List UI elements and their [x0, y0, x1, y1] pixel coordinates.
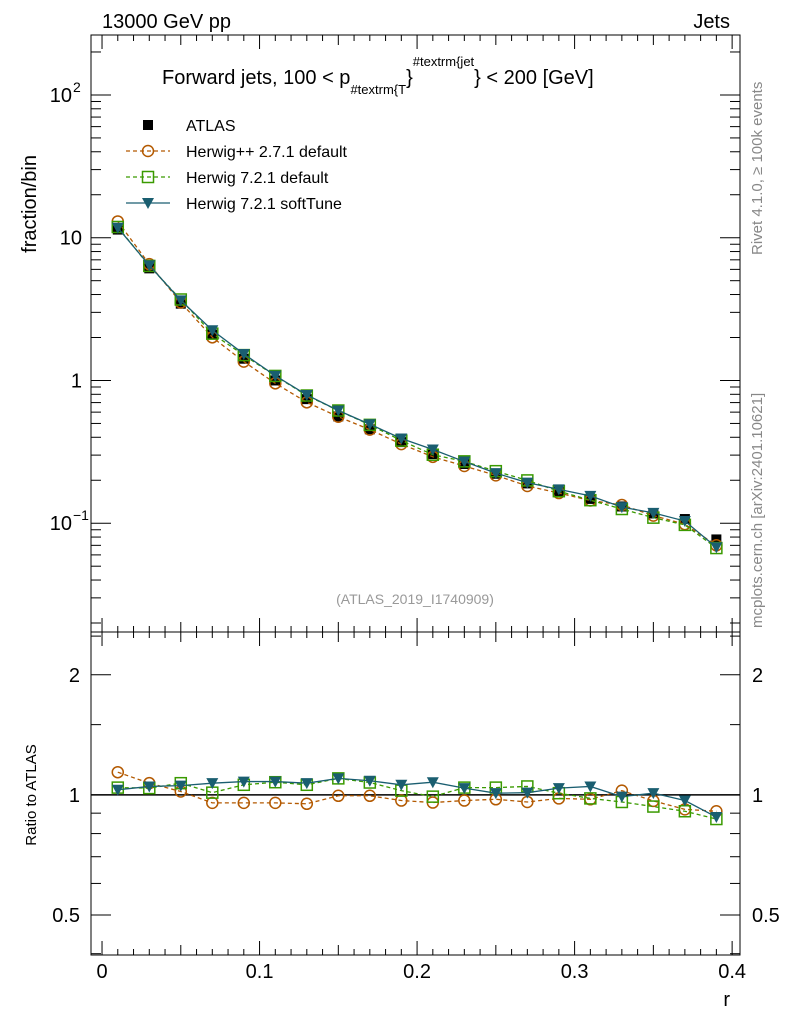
ratio-tick-label-left: 0.5: [52, 905, 80, 927]
ratio-point-herwig-7-2-1-default: [647, 800, 660, 813]
mcplots-label: mcplots.cern.ch [arXiv:2401.10621]: [749, 393, 766, 628]
legend-marker: [142, 198, 154, 209]
data-point-herwig-7-2-1-softtune: [615, 502, 628, 514]
ratio-point-herwig-7-2-1-softtune: [237, 776, 250, 788]
title-brace: }: [406, 67, 413, 89]
ratio-point-herwig-7-2-1-default: [426, 790, 440, 803]
ratio-tick-label-right: 2: [752, 665, 763, 687]
title-main: Forward jets, 100 < p: [162, 67, 350, 89]
ratio-tick-label-left: 2: [69, 665, 80, 687]
series-line-herwig-2-7-1-default: [117, 221, 717, 546]
y-tick-label: 1: [71, 370, 82, 392]
legend-marker: [143, 120, 153, 130]
data-point-herwig-7-2-1-softtune: [206, 325, 219, 337]
data-point-herwig-7-2-1-softtune: [395, 433, 408, 445]
ratio-line-herwig-7-2-1-softtune: [117, 777, 717, 818]
ratio-tick-label-right: 0.5: [752, 905, 780, 927]
ratio-point-herwig-7-2-1-softtune: [332, 773, 345, 785]
y-axis-label: fraction/bin: [19, 155, 41, 253]
y-tick-exponent: −1: [73, 507, 89, 523]
data-point-herwig-7-2-1-softtune: [678, 516, 691, 528]
y-tick-label: 10: [60, 228, 82, 250]
header-left: 13000 GeV pp: [102, 11, 231, 33]
ratio-tick-label-right: 1: [752, 785, 763, 807]
legend-label: Herwig 7.2.1 default: [186, 170, 329, 187]
ratio-point-herwig-7-2-1-softtune: [710, 812, 723, 824]
title-superscript: #textrm{jet: [413, 54, 475, 69]
x-tick-label: 0.3: [561, 961, 589, 983]
header-right: Jets: [693, 11, 730, 33]
ratio-point-herwig-2-7-1-default: [363, 789, 377, 803]
series-line-herwig-7-2-1-softtune: [117, 227, 717, 548]
data-point-herwig-7-2-1-softtune: [300, 389, 313, 401]
ratio-point-herwig-2-7-1-default: [237, 796, 251, 810]
ratio-point-herwig-7-2-1-softtune: [489, 788, 502, 800]
data-point-herwig-7-2-1-softtune: [647, 507, 660, 519]
ratio-frame: [90, 631, 741, 956]
ratio-point-herwig-7-2-1-softtune: [269, 776, 282, 788]
ratio-point-herwig-7-2-1-softtune: [426, 777, 439, 789]
ratio-point-herwig-7-2-1-softtune: [111, 784, 124, 796]
y-tick-label: 10: [50, 85, 72, 107]
ratio-point-herwig-7-2-1-softtune: [647, 788, 660, 800]
title-end: } < 200 [GeV]: [474, 67, 594, 89]
data-point-herwig-7-2-1-softtune: [521, 477, 534, 489]
watermark: (ATLAS_2019_I1740909): [336, 591, 494, 607]
ratio-point-herwig-7-2-1-softtune: [143, 781, 156, 793]
ratio-y-axis-label: Ratio to ATLAS: [23, 744, 40, 845]
data-point-herwig-7-2-1-softtune: [143, 260, 156, 272]
x-tick-label: 0.2: [403, 961, 431, 983]
ratio-point-herwig-7-2-1-softtune: [552, 783, 565, 795]
ratio-point-herwig-2-7-1-default: [269, 796, 282, 810]
y-tick-exponent: 2: [73, 79, 81, 95]
x-axis-label: r: [723, 989, 730, 1011]
legend-marker: [141, 170, 155, 184]
ratio-point-herwig-7-2-1-softtune: [678, 795, 691, 807]
y-tick-label: 10: [50, 513, 72, 535]
data-point-herwig-7-2-1-softtune: [710, 542, 723, 554]
x-tick-label: 0: [96, 961, 107, 983]
svg-text:Forward jets, 100 < p#textrm{T: Forward jets, 100 < p#textrm{T}#textrm{j…: [162, 54, 594, 97]
ratio-point-herwig-2-7-1-default: [300, 797, 314, 811]
ratio-point-herwig-7-2-1-softtune: [174, 780, 187, 792]
ratio-point-herwig-7-2-1-softtune: [363, 775, 376, 787]
legend-label: Herwig 7.2.1 softTune: [186, 196, 342, 213]
data-point-herwig-7-2-1-softtune: [584, 490, 597, 502]
ratio-tick-label-left: 1: [69, 785, 80, 807]
legend-label: Herwig++ 2.7.1 default: [186, 144, 348, 161]
legend-label: ATLAS: [186, 118, 236, 135]
rivet-label: Rivet 4.1.0, ≥ 100k events: [749, 82, 766, 255]
ratio-point-herwig-7-2-1-softtune: [458, 783, 471, 795]
ratio-point-herwig-7-2-1-default: [584, 792, 597, 805]
ratio-point-herwig-7-2-1-softtune: [521, 787, 534, 799]
ratio-point-herwig-2-7-1-default: [395, 794, 408, 807]
data-point-herwig-7-2-1-softtune: [363, 419, 376, 431]
ratio-point-herwig-7-2-1-softtune: [395, 779, 408, 791]
data-point-herwig-7-2-1-softtune: [237, 348, 250, 360]
x-tick-label: 0.4: [718, 961, 746, 983]
ratio-point-herwig-7-2-1-softtune: [584, 781, 597, 793]
legend-marker: [141, 144, 155, 158]
data-point-herwig-7-2-1-softtune: [489, 468, 502, 480]
ratio-point-herwig-7-2-1-softtune: [300, 778, 313, 790]
ratio-point-herwig-2-7-1-default: [206, 796, 219, 810]
data-point-herwig-7-2-1-softtune: [174, 295, 187, 307]
ratio-point-herwig-7-2-1-softtune: [206, 778, 219, 790]
ratio-point-herwig-7-2-1-softtune: [615, 791, 628, 803]
data-point-herwig-7-2-1-softtune: [332, 405, 345, 417]
title-subscript: #textrm{T: [350, 82, 406, 97]
legend: ATLAS Herwig++ 2.7.1 default Herwig 7.2.1 …: [126, 118, 348, 213]
ratio-point-herwig-2-7-1-default: [458, 794, 471, 807]
data-point-herwig-7-2-1-softtune: [269, 370, 282, 382]
data-point-herwig-7-2-1-softtune: [426, 444, 439, 456]
series-line-herwig-7-2-1-default: [117, 226, 717, 549]
ratio-point-herwig-2-7-1-default: [111, 765, 125, 779]
chart-title: Forward jets, 100 < p#textrm{T}#textrm{j…: [162, 54, 594, 97]
data-point-herwig-7-2-1-softtune: [111, 222, 124, 234]
data-point-herwig-7-2-1-softtune: [458, 456, 471, 468]
ratio-point-herwig-2-7-1-default: [332, 789, 345, 803]
data-point-herwig-7-2-1-softtune: [552, 484, 565, 496]
x-tick-label: 0.1: [246, 961, 274, 983]
